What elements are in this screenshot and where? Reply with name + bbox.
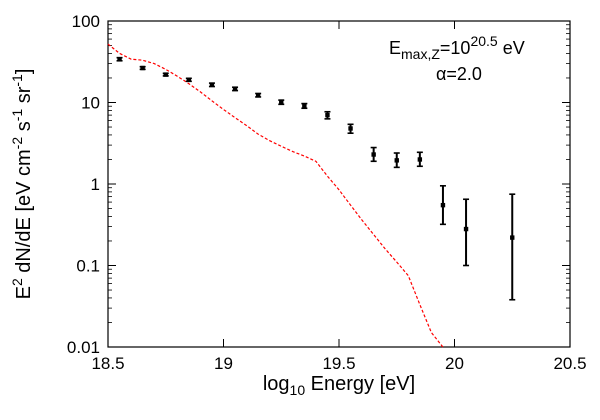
- plot-frame: [107, 20, 571, 348]
- model-curve: [107, 43, 444, 348]
- y-tick-label: 0.1: [76, 257, 100, 276]
- axis-ticks: 18.5 19 19.5 20 20.5 0.01 0.1 1 10 100: [67, 12, 587, 373]
- point-marker: [394, 158, 399, 163]
- annotation-alpha: α=2.0: [436, 64, 482, 84]
- x-tick-label: 20: [445, 354, 464, 373]
- data-point: [393, 152, 400, 169]
- point-marker: [209, 82, 215, 87]
- data-point: [255, 92, 262, 98]
- point-marker: [117, 56, 122, 62]
- data-point: [347, 123, 354, 135]
- x-tick-label: 18.5: [91, 354, 124, 373]
- data-point: [185, 77, 192, 83]
- data-points: [116, 56, 516, 301]
- x-tick-label: 19.5: [322, 354, 355, 373]
- y-tick-label: 100: [72, 12, 100, 31]
- point-marker: [348, 126, 353, 131]
- model-curve-line: [107, 43, 444, 348]
- point-marker: [440, 202, 446, 208]
- data-point: [208, 82, 215, 88]
- point-marker: [232, 86, 238, 92]
- x-axis-title: log10 Energy [eV]: [263, 373, 415, 398]
- annotation-emax: Emax,Z=1020.5 eV: [389, 33, 525, 62]
- data-point: [439, 185, 446, 226]
- point-marker: [279, 99, 284, 105]
- data-point: [416, 151, 423, 168]
- data-point: [278, 99, 285, 106]
- x-tick-label: 19: [214, 354, 233, 373]
- data-point: [116, 56, 123, 62]
- data-point: [162, 72, 169, 77]
- point-marker: [417, 157, 423, 162]
- point-marker: [371, 152, 376, 157]
- point-marker: [463, 226, 469, 232]
- point-marker: [163, 72, 168, 77]
- y-tick-label: 0.01: [67, 338, 100, 357]
- data-point: [370, 146, 377, 163]
- y-tick-label: 10: [81, 94, 100, 113]
- data-point: [324, 110, 331, 120]
- y-axis-title: E2 dN/dE [eV cm-2 s-1 sr-1]: [9, 69, 35, 300]
- y-tick-label: 1: [91, 175, 100, 194]
- point-marker: [255, 92, 261, 98]
- data-point: [232, 86, 239, 92]
- point-marker: [325, 112, 330, 118]
- data-point: [463, 198, 470, 267]
- point-marker: [140, 65, 145, 71]
- point-marker: [510, 235, 515, 240]
- point-marker: [186, 77, 192, 82]
- x-tick-label: 20.5: [553, 354, 586, 373]
- data-point: [139, 65, 146, 71]
- data-point: [301, 102, 308, 110]
- point-marker: [302, 103, 307, 109]
- data-point: [509, 193, 516, 301]
